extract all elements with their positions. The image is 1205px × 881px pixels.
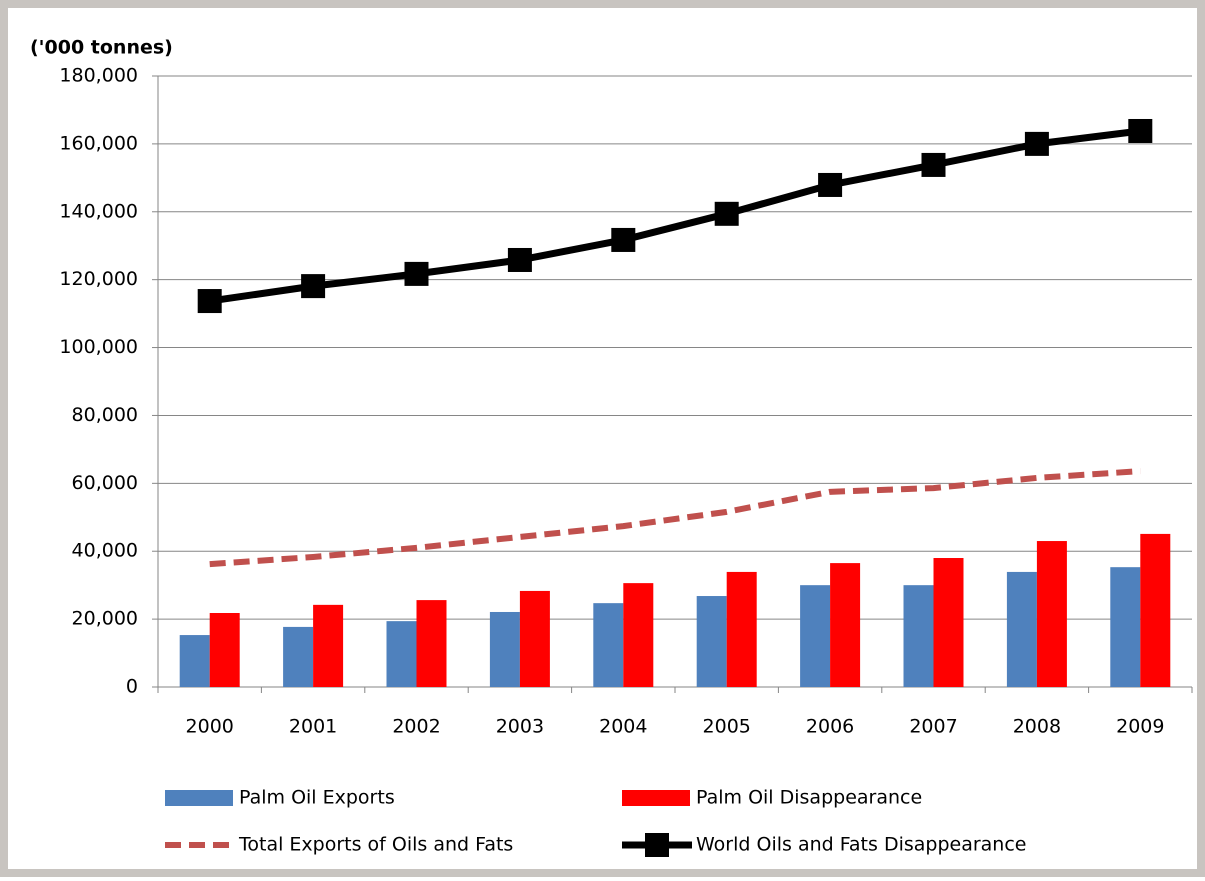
x-tick-label: 2001 — [289, 716, 337, 738]
bar — [1006, 571, 1037, 687]
legend-marker — [645, 833, 669, 857]
bar — [903, 585, 934, 687]
bar — [593, 603, 624, 687]
bar — [489, 611, 520, 687]
marker — [507, 247, 532, 272]
legend-label: World Oils and Fats Disappearance — [696, 834, 1026, 856]
bar — [519, 590, 550, 687]
bar — [1036, 541, 1067, 687]
bar — [179, 635, 210, 687]
x-tick-label: 2004 — [599, 716, 647, 738]
y-tick-label: 40,000 — [72, 540, 138, 562]
y-tick-label: 120,000 — [59, 268, 138, 290]
bar — [1140, 533, 1171, 687]
marker — [404, 261, 429, 286]
y-tick-label: 20,000 — [72, 608, 138, 630]
bar — [830, 563, 861, 687]
legend-swatch — [622, 790, 690, 806]
bar — [386, 621, 417, 687]
bar — [283, 626, 314, 687]
x-tick-label: 2002 — [392, 716, 440, 738]
legend-label: Palm Oil Exports — [239, 787, 395, 809]
bar — [696, 596, 727, 687]
bar — [800, 585, 831, 687]
marker — [1024, 131, 1049, 156]
line — [209, 468, 1141, 568]
marker — [1128, 118, 1153, 143]
x-tick-label: 2008 — [1013, 716, 1061, 738]
y-axis-label: ('000 tonnes) — [30, 37, 173, 59]
x-tick-label: 2009 — [1116, 716, 1164, 738]
marker — [714, 201, 739, 226]
legend-label: Palm Oil Disappearance — [696, 787, 922, 809]
x-tick-label: 2007 — [909, 716, 957, 738]
x-tick-label: 2003 — [496, 716, 544, 738]
y-tick-label: 80,000 — [72, 404, 138, 426]
y-tick-label: 180,000 — [59, 65, 138, 87]
bar — [416, 600, 447, 687]
marker — [611, 227, 636, 252]
marker — [818, 172, 843, 197]
marker — [301, 274, 326, 299]
y-tick-label: 60,000 — [72, 472, 138, 494]
y-tick-label: 0 — [126, 676, 138, 698]
x-tick-label: 2005 — [703, 716, 751, 738]
y-tick-label: 140,000 — [59, 200, 138, 222]
legend-swatch — [165, 790, 233, 806]
bar — [933, 558, 964, 687]
y-tick-label: 100,000 — [59, 336, 138, 358]
bar — [209, 613, 240, 687]
legend-label: Total Exports of Oils and Fats — [238, 834, 513, 856]
x-tick-label: 2000 — [186, 716, 234, 738]
y-tick-label: 160,000 — [59, 132, 138, 154]
line — [209, 127, 1141, 305]
bar — [313, 604, 344, 687]
chart-area — [8, 8, 1197, 869]
bar — [1110, 567, 1141, 687]
bar — [726, 571, 757, 687]
bar — [623, 583, 654, 687]
marker — [921, 152, 946, 177]
x-tick-label: 2006 — [806, 716, 854, 738]
marker — [197, 289, 222, 314]
